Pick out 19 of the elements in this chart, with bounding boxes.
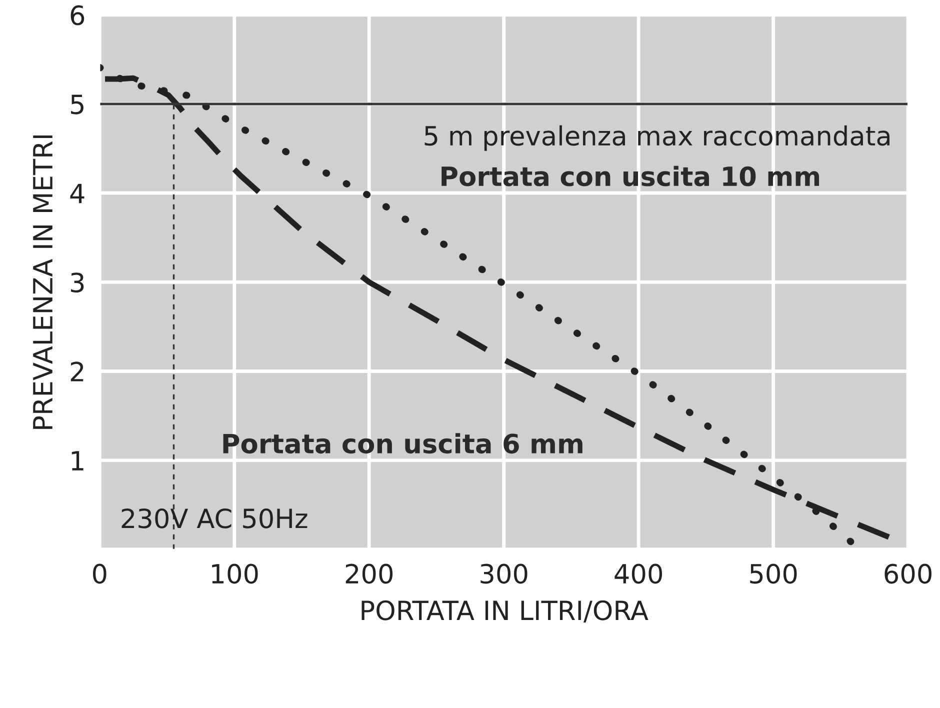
x-tick-label: 300 [480, 564, 528, 584]
y-tick-label: 2 [70, 362, 84, 382]
y-tick-label: 5 [71, 94, 84, 114]
y-tick-label: 4 [70, 184, 84, 204]
x-tick-label: 200 [346, 564, 393, 584]
y-tick-label: 3 [70, 272, 84, 293]
y-tick-label: 6 [70, 5, 84, 26]
y-axis-title: PREVALENZA IN METRI [33, 135, 52, 429]
x-tick-label: 600 [884, 564, 932, 584]
x-tick-label: 0 [92, 564, 106, 584]
x-axis-title: PORTATA IN LITRI/ORA [362, 600, 648, 622]
ref-line-label: 5 m prevalenza max raccomandata [424, 125, 890, 151]
series-label: Portata con uscita 10 mm [442, 166, 820, 186]
x-tick-label: 100 [212, 564, 258, 584]
annotation: 230V AC 50Hz [122, 508, 308, 528]
x-tick-label: 400 [614, 564, 662, 584]
series-label: Portata con uscita 6 mm [223, 433, 582, 454]
y-tick-label: 1 [72, 451, 84, 470]
x-tick-label: 500 [750, 564, 797, 584]
